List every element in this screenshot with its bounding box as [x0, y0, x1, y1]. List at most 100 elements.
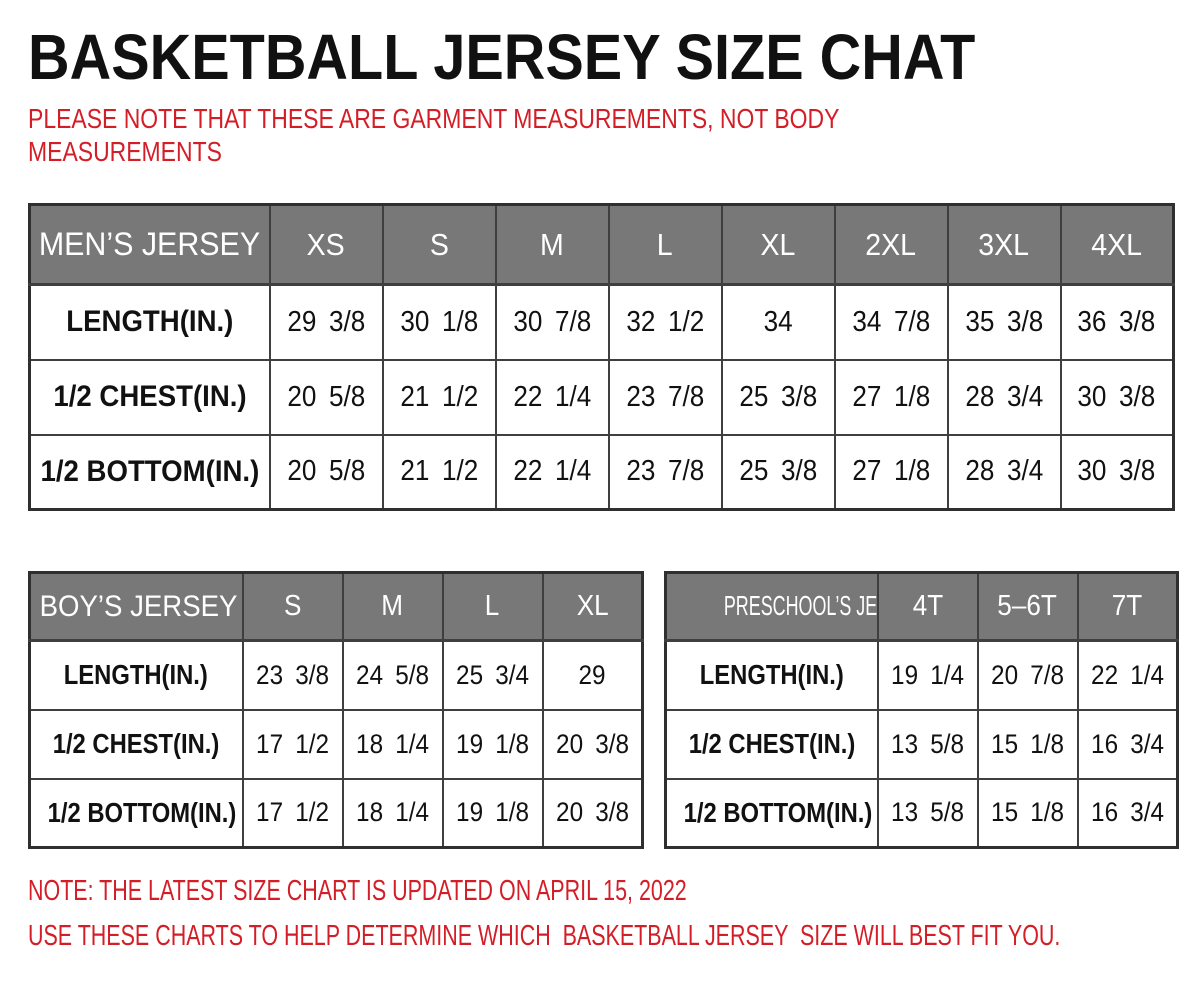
size-value-cell: 36 3/8 [1059, 283, 1175, 361]
size-value-cell: 30 3/8 [1059, 433, 1175, 511]
size-value-cell: 24 5/8 [341, 639, 444, 711]
header-label: 4XL [1091, 226, 1143, 262]
size-column-header: M [494, 203, 610, 287]
size-value-cell: 28 3/4 [946, 433, 1062, 511]
measurement-row: 1/2 BOTTOM(IN.) 20 5/8 21 1/2 22 1/4 23 7/8 2… [28, 433, 1175, 511]
row-label-cell: LENGTH(IN.) [28, 639, 244, 711]
size-value: 29 [578, 659, 606, 690]
row-label: 1/2 BOTTOM(IN.) [40, 454, 260, 488]
size-value-cell: 20 7/8 [976, 639, 1079, 711]
row-label: LENGTH(IN.) [64, 659, 209, 691]
row-label-cell: 1/2 BOTTOM(IN.) [28, 777, 244, 849]
size-value-cell: 25 3/8 [720, 433, 836, 511]
size-value: 30 3/8 [1077, 455, 1156, 488]
header-label: BOY’S JERSEY [39, 589, 238, 623]
size-value-cell: 34 [720, 283, 836, 361]
size-value-cell: 17 1/2 [241, 708, 344, 780]
size-value: 22 1/4 [513, 455, 591, 488]
size-column-header: S [381, 203, 497, 287]
measurement-row: 1/2 CHEST(IN.) 17 1/2 18 1/4 19 1/8 20 3/8 [28, 708, 644, 780]
size-value: 16 3/4 [1090, 797, 1164, 828]
preschool-jersey-size-table: PRESCHOOL’S JERSEY 4T 5–6T 7T LENGTH(IN.) 19 … [664, 571, 1179, 850]
size-value: 28 3/4 [965, 455, 1043, 488]
row-label-cell: LENGTH(IN.) [664, 639, 879, 711]
size-value: 23 3/8 [256, 659, 329, 690]
size-value: 34 [763, 305, 793, 338]
row-label-cell: 1/2 BOTTOM(IN.) [28, 433, 271, 511]
table-title-cell: BOY’S JERSEY [28, 571, 244, 643]
size-value-cell: 29 3/8 [268, 283, 384, 361]
page-title: BASKETBALL JERSEY SIZE CHAT [28, 21, 1172, 93]
row-label: 1/2 CHEST(IN.) [688, 728, 856, 760]
header-label: 4T [912, 590, 943, 623]
header-label: 2XL [865, 226, 917, 262]
garment-measurements-note: PLEASE NOTE THAT THESE ARE GARMENT MEASU… [28, 103, 840, 167]
page-title-text: BASKETBALL JERSEY SIZE CHAT [28, 21, 976, 93]
size-column-header: 4T [876, 571, 979, 643]
usage-note: USE THESE CHARTS TO HELP DETERMINE WHICH… [28, 920, 1061, 953]
header-row: BOY’S JERSEY S M L XL [28, 571, 644, 643]
size-value: 27 1/8 [852, 455, 930, 488]
size-chart-page: BASKETBALL JERSEY SIZE CHAT PLEASE NOTE … [28, 21, 1179, 951]
header-label: L [657, 226, 673, 262]
size-column-header: 3XL [946, 203, 1062, 287]
row-label: LENGTH(IN.) [699, 659, 844, 691]
size-value: 35 3/8 [965, 305, 1043, 338]
size-value-cell: 21 1/2 [381, 433, 497, 511]
size-value: 19 1/8 [456, 797, 529, 828]
header-label: S [429, 226, 449, 262]
size-value-cell: 22 1/4 [494, 358, 610, 436]
header-label: 5–6T [997, 590, 1058, 623]
size-value-cell: 19 1/4 [876, 639, 979, 711]
size-value: 24 5/8 [356, 659, 429, 690]
size-value: 20 3/8 [555, 797, 629, 828]
size-value-cell: 28 3/4 [946, 358, 1062, 436]
size-value-cell: 22 1/4 [1076, 639, 1179, 711]
size-value-cell: 20 5/8 [268, 358, 384, 436]
size-column-header: XL [541, 571, 644, 643]
size-value-cell: 32 1/2 [607, 283, 723, 361]
size-column-header: M [341, 571, 444, 643]
row-label: 1/2 BOTTOM(IN.) [683, 796, 873, 828]
size-value: 13 5/8 [891, 728, 964, 759]
update-date-note: NOTE: THE LATEST SIZE CHART IS UPDATED O… [28, 875, 687, 908]
size-value: 27 1/8 [852, 380, 930, 413]
size-value: 23 7/8 [626, 380, 704, 413]
size-value-cell: 23 7/8 [607, 433, 723, 511]
header-label: 3XL [978, 226, 1030, 262]
header-label: XL [760, 226, 796, 262]
size-column-header: 2XL [833, 203, 949, 287]
size-value-cell: 34 7/8 [833, 283, 949, 361]
size-value-cell: 17 1/2 [241, 777, 344, 849]
size-value-cell: 25 3/4 [441, 639, 544, 711]
size-value-cell: 15 1/8 [976, 777, 1079, 849]
size-value: 25 3/8 [739, 455, 817, 488]
size-value: 15 1/8 [991, 797, 1064, 828]
header-row: PRESCHOOL’S JERSEY 4T 5–6T 7T [664, 571, 1179, 643]
size-value: 30 3/8 [1077, 380, 1156, 413]
size-value-cell: 25 3/8 [720, 358, 836, 436]
header-label: S [283, 590, 302, 623]
measurement-row: 1/2 BOTTOM(IN.) 17 1/2 18 1/4 19 1/8 20 3/8 [28, 777, 644, 849]
size-value-cell: 13 5/8 [876, 708, 979, 780]
row-label-cell: LENGTH(IN.) [28, 283, 271, 361]
size-value: 18 1/4 [356, 797, 429, 828]
table-title-cell: MEN’S JERSEY [28, 203, 271, 287]
size-value: 13 5/8 [891, 797, 964, 828]
header-label: M [540, 226, 564, 262]
size-value: 30 1/8 [400, 305, 478, 338]
size-value-cell: 16 3/4 [1076, 777, 1179, 849]
header-label: PRESCHOOL’S JERSEY [723, 590, 878, 622]
size-value: 20 7/8 [991, 659, 1064, 690]
size-value-cell: 20 5/8 [268, 433, 384, 511]
size-value: 16 3/4 [1090, 728, 1164, 759]
size-value: 29 3/8 [287, 305, 365, 338]
measurement-row: LENGTH(IN.) 29 3/8 30 1/8 30 7/8 32 1/2 34 34 … [28, 283, 1175, 361]
size-column-header: XL [720, 203, 836, 287]
measurement-row: LENGTH(IN.) 23 3/8 24 5/8 25 3/4 29 [28, 639, 644, 711]
row-label-cell: 1/2 BOTTOM(IN.) [664, 777, 879, 849]
footer-notes: NOTE: THE LATEST SIZE CHART IS UPDATED O… [28, 877, 1172, 951]
header-label: XS [306, 226, 346, 262]
boys-jersey-size-table: BOY’S JERSEY S M L XL LENGTH(IN.) 23 3/8 24 5/8… [28, 571, 644, 850]
row-label-cell: 1/2 CHEST(IN.) [28, 358, 271, 436]
